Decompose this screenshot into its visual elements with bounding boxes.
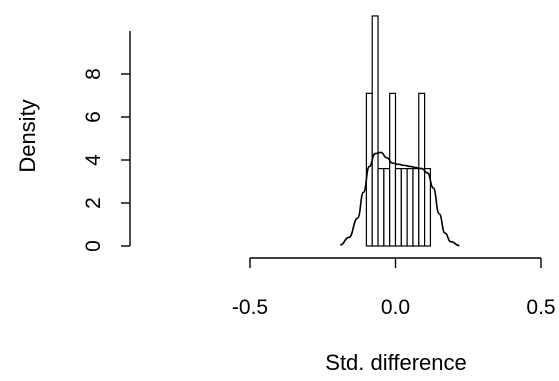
x-axis: -0.5 0.0 0.5 bbox=[232, 257, 556, 319]
histogram-bar bbox=[389, 92, 397, 247]
histogram-bar bbox=[394, 168, 402, 247]
histogram-bar bbox=[371, 15, 379, 247]
y-tick-label: 6 bbox=[82, 111, 105, 123]
y-tick-label: 0 bbox=[82, 240, 105, 252]
x-tick-label: 0.5 bbox=[526, 296, 555, 319]
histogram-bar bbox=[400, 168, 408, 247]
x-tick-label: -0.5 bbox=[232, 296, 268, 319]
y-tick-label: 8 bbox=[82, 68, 105, 80]
x-axis-title: Std. difference bbox=[325, 350, 466, 375]
histogram-bar bbox=[406, 168, 414, 247]
histogram-bar bbox=[424, 168, 432, 247]
histogram-bars bbox=[365, 15, 432, 247]
y-axis: 0 2 4 6 8 bbox=[82, 31, 131, 252]
y-axis-title: Density bbox=[15, 99, 40, 172]
y-tick-label: 2 bbox=[82, 197, 105, 209]
density-curve bbox=[340, 151, 460, 247]
histogram-bar bbox=[383, 168, 391, 247]
histogram-bar bbox=[377, 168, 385, 247]
density-curve-group bbox=[340, 151, 460, 247]
x-tick-label: 0.0 bbox=[381, 296, 410, 319]
y-tick-label: 4 bbox=[82, 154, 105, 166]
histogram-bar bbox=[412, 168, 420, 247]
